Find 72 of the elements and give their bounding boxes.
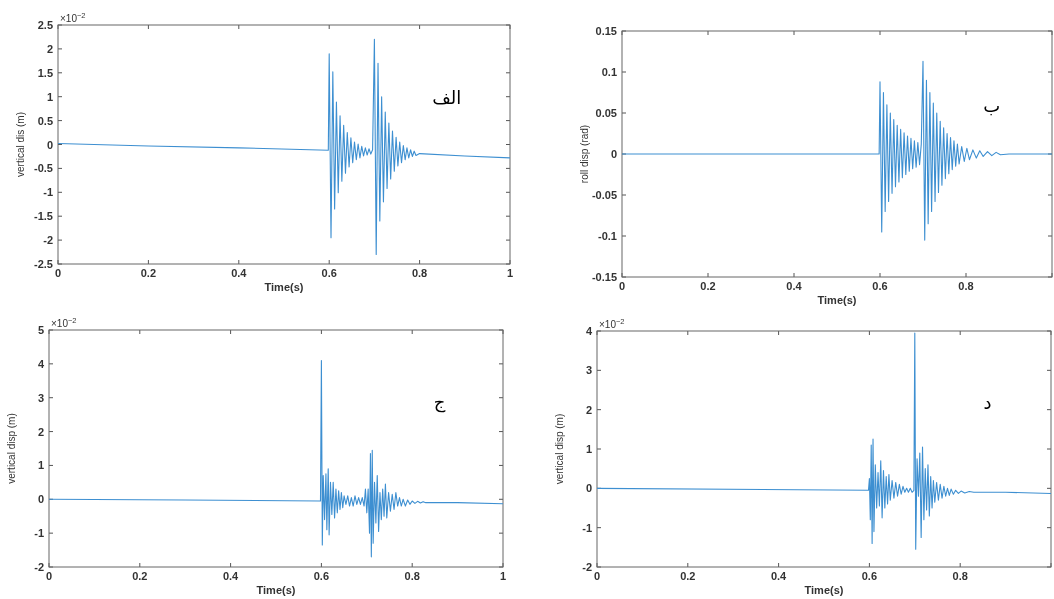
y-tick-label: 1 bbox=[46, 90, 53, 103]
x-tick-label: 0.8 bbox=[411, 267, 428, 279]
y-tick-label: 3 bbox=[37, 391, 44, 404]
y-tick-label: 2.5 bbox=[37, 19, 53, 31]
y-tick-label: 0 bbox=[37, 493, 44, 506]
annotation: ب bbox=[983, 95, 1001, 117]
x-tick-label: 0.6 bbox=[321, 267, 337, 279]
y-axis-title: vertical disp (m) bbox=[6, 413, 17, 484]
y-tick-label: -0.1 bbox=[598, 230, 617, 242]
y-tick-label: 1 bbox=[585, 443, 592, 455]
y-tick-label: 0.05 bbox=[595, 107, 617, 119]
x-tick-label: 0.6 bbox=[313, 570, 330, 582]
x-tick-label: 0.2 bbox=[132, 570, 148, 582]
y-tick-label: -1 bbox=[582, 521, 592, 534]
line-series bbox=[597, 332, 1051, 550]
y-tick-label: -1 bbox=[43, 186, 53, 199]
x-tick-label: 0.4 bbox=[770, 570, 788, 582]
annotation: الف bbox=[432, 86, 462, 108]
x-tick-label: 0.2 bbox=[140, 267, 157, 279]
x-tick-label: 0.6 bbox=[872, 280, 888, 292]
y-tick-label: 3 bbox=[585, 364, 592, 377]
y-tick-label: 2 bbox=[585, 403, 592, 416]
y-tick-label: 0.1 bbox=[601, 66, 617, 78]
y-tick-label: -0.15 bbox=[591, 271, 617, 283]
x-tick-label: 1 bbox=[506, 267, 514, 279]
y-tick-label: -2 bbox=[582, 561, 592, 573]
text: ×10$^{−2}$ bbox=[60, 10, 86, 24]
y-tick-label: -2 bbox=[43, 234, 53, 247]
y-tick-label: -0.5 bbox=[34, 162, 53, 175]
text: ×10$^{−2}$ bbox=[599, 316, 625, 330]
y-tick-label: 0 bbox=[585, 482, 592, 495]
y-axis-title: roll disp (rad) bbox=[579, 124, 590, 184]
line-series bbox=[622, 60, 1052, 241]
y-tick-label: 2 bbox=[46, 42, 53, 55]
x-tick-label: 0.6 bbox=[861, 570, 878, 582]
y-axis-title: vertical dis (m) bbox=[15, 111, 26, 178]
x-tick-label: 0.4 bbox=[786, 280, 803, 292]
x-tick-label: 0.4 bbox=[231, 267, 248, 279]
x-axis-title: Time(s) bbox=[817, 294, 857, 306]
x-tick-label: 0.8 bbox=[404, 570, 420, 582]
y-tick-label: 0 bbox=[46, 138, 53, 151]
y-tick-label: -1 bbox=[34, 527, 44, 540]
y-tick-label: 1 bbox=[37, 459, 44, 472]
x-axis-title: Time(s) bbox=[264, 281, 304, 293]
x-tick-label: 0.8 bbox=[952, 570, 968, 582]
x-tick-label: 0.2 bbox=[700, 280, 716, 292]
text: ×10$^{−2}$ bbox=[51, 315, 77, 329]
y-tick-label: 0.15 bbox=[595, 25, 617, 37]
line-series bbox=[49, 359, 503, 558]
y-tick-label: 4 bbox=[37, 357, 45, 370]
y-axis-title: vertical disp (m) bbox=[554, 413, 565, 485]
y-tick-label: 4 bbox=[585, 325, 593, 337]
x-tick-label: 0.4 bbox=[222, 570, 240, 582]
y-tick-label: 5 bbox=[37, 324, 44, 336]
x-axis-title: Time(s) bbox=[256, 584, 296, 596]
y-tick-label: 0.5 bbox=[37, 114, 53, 127]
x-tick-label: 0 bbox=[54, 267, 62, 279]
y-tick-label: -0.05 bbox=[591, 189, 617, 201]
y-tick-label: -2.5 bbox=[34, 258, 53, 270]
y-tick-label: 2 bbox=[37, 425, 44, 438]
annotation: ج bbox=[433, 391, 446, 414]
y-tick-label: -1.5 bbox=[34, 210, 53, 223]
x-axis-title: Time(s) bbox=[804, 584, 844, 596]
x-tick-label: 0 bbox=[618, 280, 626, 292]
line-series bbox=[58, 38, 510, 255]
x-tick-label: 0.8 bbox=[958, 280, 974, 292]
y-tick-label: -2 bbox=[34, 561, 44, 573]
x-tick-label: 0.2 bbox=[680, 570, 696, 582]
y-tick-label: 0 bbox=[610, 148, 617, 160]
y-tick-label: 1.5 bbox=[37, 66, 53, 79]
annotation: د bbox=[983, 391, 992, 413]
x-tick-label: 1 bbox=[499, 570, 507, 582]
